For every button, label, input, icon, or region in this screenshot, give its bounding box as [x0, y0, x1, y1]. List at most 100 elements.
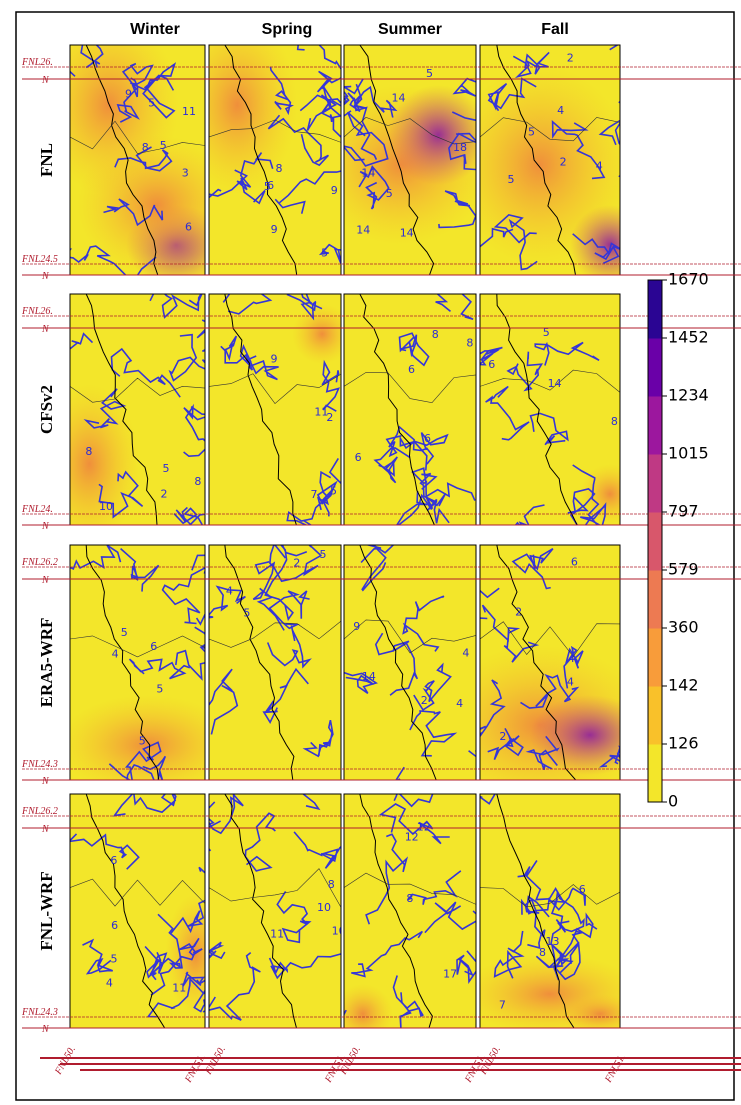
contour-label: 9 [271, 353, 278, 366]
contour-line [121, 62, 175, 91]
contour-line [535, 912, 598, 981]
colorbar-tick-label: 579 [668, 560, 699, 579]
contour-line [110, 347, 181, 398]
contour-line [419, 472, 450, 524]
contour-label: 8 [432, 328, 439, 341]
contour-line [268, 590, 310, 630]
contour-line [402, 595, 445, 652]
bottom-label: FNL50. [203, 1044, 228, 1077]
border-line [480, 884, 620, 908]
contour-label: 17 [443, 968, 457, 981]
contour-label: 6 [150, 640, 157, 653]
contour-line [361, 545, 395, 592]
contour-label: 5 [508, 173, 515, 186]
coastline [496, 545, 577, 780]
contour-line [487, 728, 524, 760]
panel-background [344, 545, 476, 780]
contour-line [480, 679, 506, 738]
colorbar-tick-label: 0 [668, 792, 678, 811]
contour-label: 14 [361, 167, 375, 180]
contour-line [385, 425, 435, 465]
contour-line [511, 548, 554, 590]
contour-line [520, 673, 580, 709]
colorbar-tick-label: 1015 [668, 444, 709, 463]
map-panel: 4 6 5 6 11 [70, 794, 205, 1028]
contour-label: 2 [499, 730, 506, 743]
contour-label: 18 [453, 141, 467, 154]
contour-label: 4 [112, 647, 119, 660]
coastline [496, 45, 576, 275]
edge-label: FNL24.5 [21, 254, 58, 265]
edge-label: N [41, 75, 50, 86]
contour-line [209, 951, 261, 1021]
contour-label: 5 [386, 187, 393, 200]
contour-label: 13 [546, 935, 560, 948]
contour-label: 6 [355, 451, 362, 464]
contour-label: 6 [571, 555, 578, 568]
contour-line [239, 343, 279, 381]
contour-label: 4 [567, 675, 574, 688]
shading [70, 384, 140, 525]
map-panel: 8 6 13 7 [480, 794, 620, 1028]
contour-label: 4 [596, 160, 603, 173]
edge-label: FNL26.2 [21, 806, 58, 817]
row-label: ERA5-WRF [37, 618, 56, 708]
contour-line [209, 941, 226, 960]
contour-line [358, 165, 390, 210]
edge-label: FNL26. [21, 306, 53, 317]
contour-label: 11 [314, 405, 328, 418]
contour-line [481, 604, 540, 663]
row-label: FNL-WRF [37, 871, 56, 950]
contour-line [506, 351, 544, 392]
contour-line [413, 662, 452, 712]
border-line [70, 635, 205, 658]
border-line [70, 377, 205, 403]
contour-line [352, 83, 398, 118]
contour-line [512, 51, 550, 79]
contour-label: 8 [466, 336, 473, 349]
colorbar-tick-label: 142 [668, 676, 699, 695]
shading [344, 984, 393, 1028]
coastline [496, 794, 575, 1028]
edge-label: N [41, 271, 50, 282]
coastline [224, 45, 298, 275]
coastline [496, 294, 578, 525]
coastline [85, 794, 166, 1028]
edge-label: FNL24.3 [21, 759, 58, 770]
colorbar-segment [648, 512, 662, 571]
contour-line [316, 470, 338, 517]
contour-line [487, 77, 537, 112]
contour-line [120, 548, 160, 592]
colorbar-tick-label: 360 [668, 618, 699, 637]
contour-line [493, 214, 538, 271]
map-panel: 5 8 8 10 2 [70, 294, 205, 525]
contour-line [168, 333, 205, 382]
contour-line [252, 561, 285, 631]
contour-line [116, 77, 140, 123]
contour-label: 14 [548, 377, 562, 390]
contour-line [296, 45, 341, 93]
contour-line [183, 403, 205, 458]
border-line [480, 117, 620, 142]
contour-label: 5 [139, 735, 146, 748]
contour-line [149, 294, 203, 319]
contour-label: 10 [99, 500, 113, 513]
contour-line [572, 464, 607, 525]
contour-line [344, 78, 364, 117]
column-title: Winter [130, 21, 180, 38]
colorbar-segment [648, 396, 662, 455]
coastline [359, 45, 435, 275]
contour-line [70, 545, 122, 570]
contour-line [209, 585, 246, 619]
contour-line [222, 294, 273, 315]
contour-label: 5 [121, 626, 128, 639]
contour-line [220, 335, 254, 371]
contour-line [114, 146, 173, 172]
contour-label: 4 [557, 104, 564, 117]
row-label: CFSv2 [37, 385, 56, 434]
coastline [224, 294, 297, 525]
coastline [85, 545, 160, 780]
contour-line [534, 341, 600, 366]
contour-label: 10 [332, 924, 346, 937]
contour-line [175, 626, 205, 681]
